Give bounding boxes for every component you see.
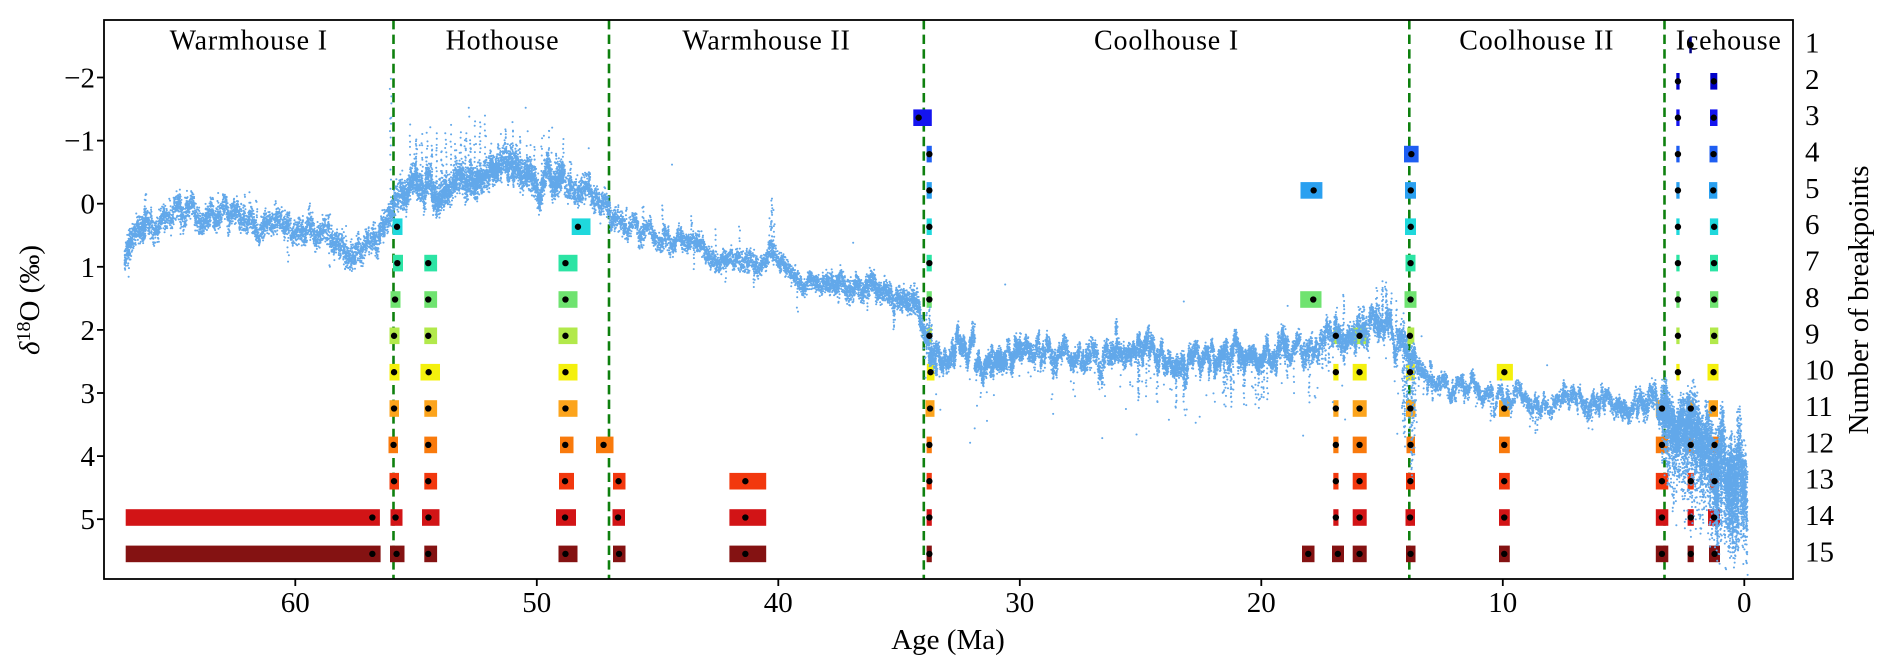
svg-text:30: 30 bbox=[1005, 587, 1034, 619]
svg-text:1: 1 bbox=[1805, 28, 1820, 60]
svg-text:0: 0 bbox=[1737, 587, 1752, 619]
svg-text:8: 8 bbox=[1805, 282, 1820, 314]
svg-text:15: 15 bbox=[1805, 536, 1834, 568]
svg-text:12: 12 bbox=[1805, 427, 1834, 459]
svg-text:Number of breakpoints: Number of breakpoints bbox=[1843, 166, 1875, 435]
svg-text:−1: −1 bbox=[64, 126, 95, 158]
svg-text:60: 60 bbox=[281, 587, 310, 619]
svg-text:3: 3 bbox=[81, 378, 96, 410]
svg-text:2: 2 bbox=[1805, 64, 1820, 96]
svg-text:Hothouse: Hothouse bbox=[446, 26, 560, 57]
svg-text:0: 0 bbox=[81, 189, 96, 221]
svg-text:Icehouse: Icehouse bbox=[1676, 26, 1782, 57]
svg-text:13: 13 bbox=[1805, 464, 1834, 496]
svg-text:11: 11 bbox=[1805, 391, 1833, 423]
svg-text:−2: −2 bbox=[64, 63, 95, 95]
svg-text:10: 10 bbox=[1805, 355, 1834, 387]
svg-text:2: 2 bbox=[81, 315, 96, 347]
svg-text:7: 7 bbox=[1805, 246, 1820, 278]
svg-text:Age (Ma): Age (Ma) bbox=[891, 624, 1005, 656]
svg-text:20: 20 bbox=[1247, 587, 1276, 619]
svg-text:50: 50 bbox=[522, 587, 551, 619]
svg-text:6: 6 bbox=[1805, 209, 1820, 241]
svg-text:1: 1 bbox=[81, 252, 96, 284]
svg-text:40: 40 bbox=[764, 587, 793, 619]
svg-text:14: 14 bbox=[1805, 500, 1835, 532]
svg-text:5: 5 bbox=[81, 504, 96, 536]
svg-text:9: 9 bbox=[1805, 318, 1820, 350]
svg-text:3: 3 bbox=[1805, 100, 1820, 132]
svg-text:Coolhouse II: Coolhouse II bbox=[1459, 26, 1614, 57]
svg-text:4: 4 bbox=[81, 441, 96, 473]
svg-text:Coolhouse I: Coolhouse I bbox=[1094, 26, 1239, 57]
svg-text:Warmhouse I: Warmhouse I bbox=[170, 26, 328, 57]
svg-text:5: 5 bbox=[1805, 173, 1820, 205]
svg-text:Warmhouse II: Warmhouse II bbox=[682, 26, 850, 57]
svg-text:δ18O (‰): δ18O (‰) bbox=[13, 245, 46, 355]
svg-text:4: 4 bbox=[1805, 137, 1820, 169]
svg-text:10: 10 bbox=[1488, 587, 1517, 619]
